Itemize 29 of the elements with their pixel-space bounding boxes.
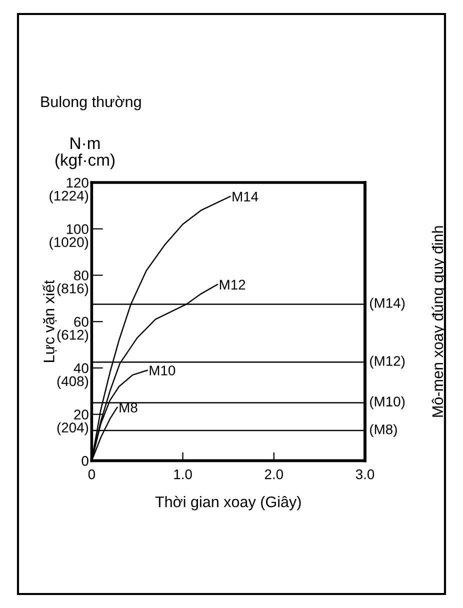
x-tick-label: 1.0 [174, 469, 192, 480]
ref-line-label: (M12) [370, 356, 405, 369]
series-label: M14 [232, 192, 258, 202]
ref-line-label: (M8) [370, 424, 397, 438]
series-label: M8 [120, 402, 138, 412]
y-tick-label: 20 [74, 410, 88, 420]
y3-tick-label: (1020) [50, 236, 88, 250]
y3-tick-label: (612) [57, 330, 88, 343]
ref-line-label: (M14) [370, 298, 405, 311]
series-label: M12 [220, 280, 246, 290]
y-axis-title: Lực vặn xiết [42, 280, 57, 362]
y-tick-label: 60 [74, 316, 88, 327]
x-tick-label: 2.0 [264, 469, 284, 480]
x-tick-label: 3.0 [356, 469, 374, 480]
y-tick-label: 40 [74, 363, 88, 374]
y-tick-label: 0 [82, 456, 88, 466]
x-tick-label: 0 [88, 469, 96, 480]
y-tick-label: 100 [66, 224, 88, 234]
y3-tick-label: (816) [57, 283, 88, 296]
y3-tick-label: (408) [57, 376, 88, 389]
chart-title: Bulong thường [41, 96, 141, 110]
text: N·m (kgf·cm) [55, 137, 115, 170]
ref-line-label: (M10) [370, 396, 405, 410]
series-label: M10 [150, 366, 176, 376]
y-tick-label: 120 [66, 178, 88, 188]
y-tick-label: 80 [74, 270, 88, 280]
x-axis-title: Thời gian xoay (Giây) [155, 496, 301, 510]
y3-tick-label: (204) [57, 422, 88, 436]
y3-tick-label: (1224) [50, 190, 88, 204]
